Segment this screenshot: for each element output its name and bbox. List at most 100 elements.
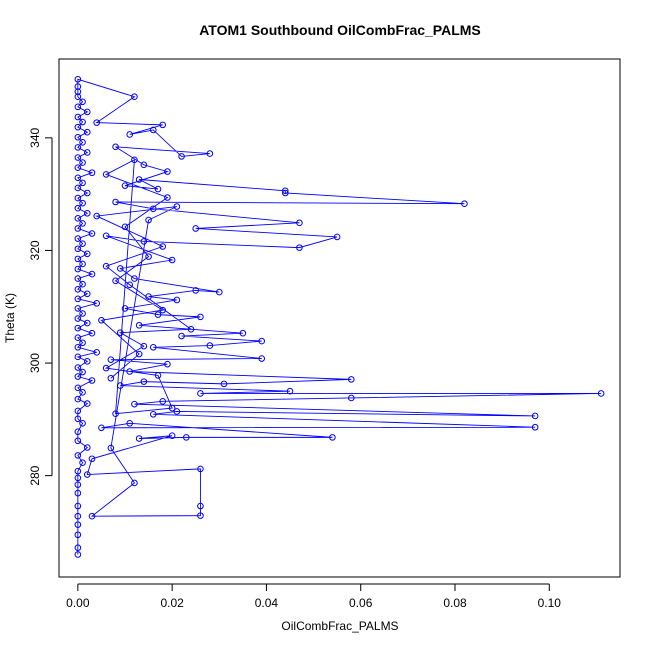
data-point: [102, 232, 110, 240]
data-point: [74, 474, 82, 482]
data-point: [93, 212, 101, 220]
data-point: [173, 408, 181, 415]
data-point: [83, 128, 91, 136]
data-point: [281, 189, 289, 197]
data-point: [168, 432, 176, 439]
data-point: [197, 390, 204, 397]
data-point: [333, 233, 341, 241]
data-point: [531, 412, 539, 420]
x-tick-label: 0.02: [160, 596, 184, 610]
data-point: [74, 144, 82, 151]
data-point: [93, 349, 101, 356]
data-point: [131, 275, 138, 282]
data-point: [74, 373, 82, 380]
data-point: [74, 103, 82, 111]
data-point: [74, 452, 82, 459]
data-point: [192, 225, 200, 232]
data-point: [79, 139, 86, 146]
data-point: [140, 238, 148, 245]
data-point: [215, 288, 223, 296]
data-point: [88, 230, 96, 237]
data-point: [79, 310, 86, 317]
data-point: [74, 415, 82, 423]
data-point: [74, 204, 82, 212]
data-point: [116, 382, 124, 389]
data-point: [178, 332, 185, 340]
data-point: [74, 154, 82, 161]
data-point: [531, 423, 539, 431]
chart-title: ATOM1 Southbound OilCombFrac_PALMS: [199, 22, 481, 38]
data-point: [79, 260, 86, 268]
data-point: [149, 410, 157, 418]
data-point: [131, 93, 138, 101]
data-point: [79, 389, 86, 396]
data-point: [126, 281, 134, 289]
data-point: [83, 209, 91, 217]
data-point: [79, 459, 86, 467]
data-point: [74, 88, 82, 95]
data-point: [149, 343, 157, 351]
data-point: [206, 150, 214, 157]
data-point: [329, 434, 336, 441]
data-point: [112, 410, 119, 418]
data-point: [131, 479, 138, 487]
data-point: [74, 551, 82, 558]
data-point: [79, 179, 86, 187]
x-tick-label: 0.00: [66, 596, 90, 610]
data-point: [168, 256, 176, 264]
data-point: [74, 133, 82, 141]
data-point: [126, 419, 134, 427]
data-point: [74, 194, 82, 202]
data-point: [79, 199, 86, 207]
data-point: [79, 368, 86, 376]
data-point: [74, 123, 82, 131]
x-axis: 0.00 0.02 0.04 0.06 0.08 0.10: [66, 583, 561, 610]
y-axis: 280 300 320 340: [28, 127, 53, 486]
data-point: [126, 368, 134, 375]
data-point: [74, 428, 82, 436]
data-point: [197, 465, 204, 473]
data-point: [74, 235, 82, 242]
data-point: [88, 377, 96, 384]
data-point: [79, 98, 86, 106]
data-point: [74, 245, 82, 253]
data-point: [83, 189, 91, 197]
data-point: [140, 161, 148, 169]
data-point: [74, 395, 82, 403]
data-point: [347, 376, 355, 383]
data-point: [74, 324, 82, 332]
data-point: [79, 220, 86, 227]
data-point: [286, 387, 294, 395]
data-point: [197, 502, 204, 510]
data-point: [135, 176, 143, 183]
data-point: [164, 360, 171, 368]
y-axis-label: Theta (K): [3, 293, 17, 343]
data-point: [121, 223, 129, 231]
x-tick-label: 0.04: [255, 596, 279, 610]
data-point: [131, 400, 138, 408]
data-point: [131, 156, 138, 164]
data-point: [74, 521, 82, 528]
plot-frame: [58, 58, 621, 578]
data-point: [149, 205, 157, 213]
data-point: [79, 280, 86, 288]
data-point: [74, 467, 82, 475]
data-point: [88, 512, 96, 520]
data-point: [83, 400, 91, 407]
data-point: [88, 169, 96, 177]
data-point: [281, 187, 289, 195]
data-point: [173, 203, 181, 210]
data-point: [83, 149, 91, 156]
data-point: [74, 285, 82, 293]
data-point: [107, 444, 115, 452]
data-point: [135, 322, 143, 329]
data-point: [83, 444, 91, 451]
data-point: [159, 398, 167, 405]
data-point: [88, 329, 96, 337]
data-point: [112, 277, 119, 285]
data-point: [74, 215, 82, 222]
data-point: [74, 83, 82, 90]
data-point: [135, 435, 143, 442]
data-point: [173, 296, 181, 304]
